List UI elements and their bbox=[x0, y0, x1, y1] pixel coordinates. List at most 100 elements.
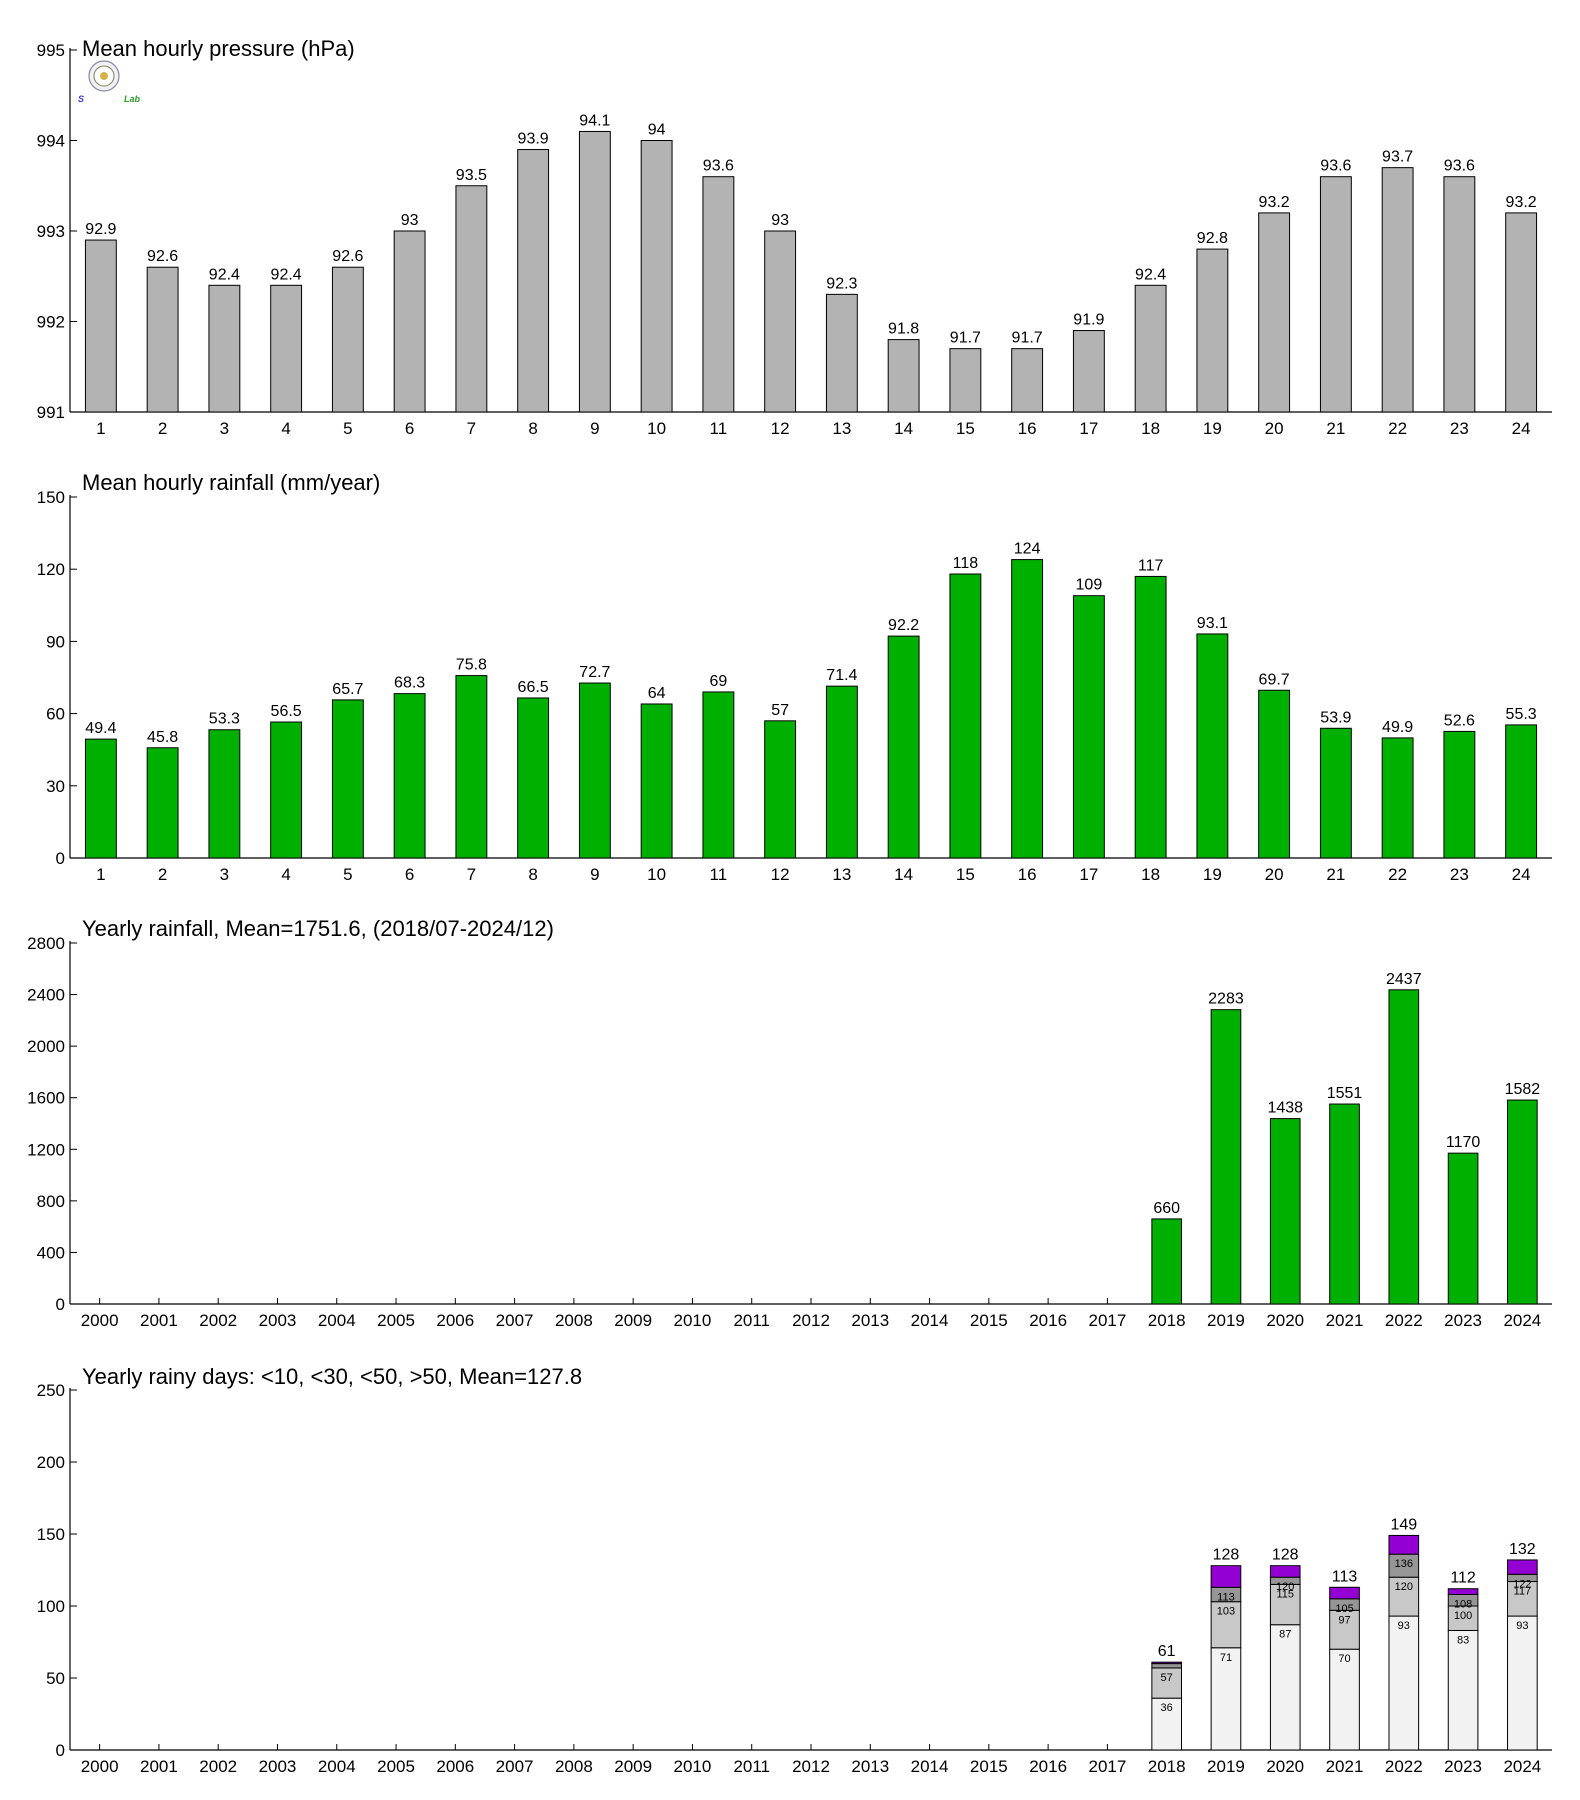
bar-value-label: 92.4 bbox=[1135, 266, 1166, 283]
chart-title: Yearly rainfall, Mean=1751.6, (2018/07-2… bbox=[82, 916, 554, 941]
bar-value-label: 94.1 bbox=[579, 112, 610, 129]
x-tick-label: 17 bbox=[1079, 419, 1098, 438]
bar-value-label: 93.5 bbox=[456, 167, 487, 184]
x-tick-label: 15 bbox=[956, 419, 975, 438]
bar-value-label: 660 bbox=[1153, 1200, 1180, 1217]
x-tick-label: 19 bbox=[1203, 419, 1222, 438]
x-tick-label: 13 bbox=[832, 419, 851, 438]
bar bbox=[1447, 1152, 1479, 1305]
bar-value-label: 56.5 bbox=[271, 703, 302, 720]
y-tick-label: 200 bbox=[37, 1453, 65, 1472]
bar bbox=[1072, 330, 1105, 413]
bar-value-label: 93.7 bbox=[1382, 149, 1413, 166]
bar-value-label: 92.8 bbox=[1197, 230, 1228, 247]
stack-segment bbox=[1507, 1559, 1538, 1575]
bar bbox=[1196, 248, 1229, 413]
bar bbox=[764, 720, 797, 859]
x-tick-label: 4 bbox=[281, 865, 290, 884]
bar-value-label: 92.4 bbox=[209, 266, 240, 283]
x-tick-label: 2001 bbox=[140, 1757, 178, 1776]
bar bbox=[455, 185, 488, 413]
svg-text:S: S bbox=[78, 94, 84, 104]
bar-value-label: 93.6 bbox=[1444, 158, 1475, 175]
bar bbox=[1196, 633, 1229, 859]
x-tick-label: 2003 bbox=[259, 1311, 297, 1330]
bar-value-label: 93.6 bbox=[1320, 158, 1351, 175]
y-tick-label: 30 bbox=[46, 777, 65, 796]
bar-value-label: 69.7 bbox=[1259, 671, 1290, 688]
y-tick-label: 50 bbox=[46, 1669, 65, 1688]
bar bbox=[146, 747, 179, 859]
x-tick-label: 2005 bbox=[377, 1757, 415, 1776]
bar-value-label: 1582 bbox=[1505, 1081, 1541, 1098]
stack-segment bbox=[1447, 1629, 1479, 1751]
stack-segment bbox=[1151, 1663, 1182, 1669]
bar bbox=[270, 721, 303, 859]
x-tick-label: 2020 bbox=[1266, 1757, 1304, 1776]
bar-value-label: 92.6 bbox=[332, 248, 363, 265]
bar-value-label: 118 bbox=[953, 555, 979, 572]
segment-value-label: 120 bbox=[1276, 1581, 1294, 1593]
x-tick-label: 5 bbox=[343, 419, 352, 438]
x-tick-label: 2007 bbox=[496, 1311, 534, 1330]
x-tick-label: 2021 bbox=[1326, 1311, 1364, 1330]
x-tick-label: 2010 bbox=[674, 1757, 712, 1776]
segment-value-label: 100 bbox=[1454, 1610, 1472, 1622]
bar bbox=[1151, 1218, 1182, 1305]
bar bbox=[1269, 1118, 1301, 1305]
x-tick-label: 2012 bbox=[792, 1311, 830, 1330]
bar-value-label: 91.7 bbox=[950, 330, 981, 347]
bar bbox=[1319, 727, 1352, 859]
bar-value-label: 53.9 bbox=[1320, 709, 1351, 726]
x-tick-label: 2000 bbox=[81, 1311, 119, 1330]
x-tick-label: 3 bbox=[220, 419, 229, 438]
x-tick-label: 2019 bbox=[1207, 1311, 1245, 1330]
x-tick-label: 9 bbox=[590, 865, 599, 884]
bar bbox=[887, 339, 920, 413]
y-tick-label: 60 bbox=[46, 705, 65, 724]
y-tick-label: 0 bbox=[56, 1741, 65, 1760]
bar-value-label: 92.9 bbox=[85, 221, 116, 238]
yearly-rainy-days-chart: Yearly rainy days: <10, <30, <50, >50, M… bbox=[37, 1364, 1552, 1776]
bar-value-label: 91.8 bbox=[888, 321, 919, 338]
x-tick-label: 12 bbox=[771, 865, 790, 884]
x-tick-label: 2 bbox=[158, 419, 167, 438]
x-tick-label: 2006 bbox=[436, 1311, 474, 1330]
bar bbox=[825, 685, 858, 859]
segment-value-label: 70 bbox=[1338, 1653, 1350, 1665]
bar bbox=[1443, 176, 1476, 413]
bar bbox=[887, 635, 920, 859]
x-tick-label: 14 bbox=[894, 865, 913, 884]
x-tick-label: 1 bbox=[96, 865, 105, 884]
bar-total-label: 128 bbox=[1272, 1547, 1299, 1564]
x-tick-label: 2017 bbox=[1088, 1311, 1126, 1330]
y-tick-label: 150 bbox=[37, 488, 65, 507]
bar bbox=[1507, 1099, 1538, 1305]
x-tick-label: 8 bbox=[528, 419, 537, 438]
x-tick-label: 22 bbox=[1388, 865, 1407, 884]
bar bbox=[517, 149, 550, 413]
y-tick-label: 1200 bbox=[27, 1140, 65, 1159]
x-tick-label: 22 bbox=[1388, 419, 1407, 438]
bar bbox=[1505, 212, 1538, 413]
x-tick-label: 10 bbox=[647, 865, 666, 884]
x-tick-label: 2021 bbox=[1326, 1757, 1364, 1776]
x-tick-label: 2009 bbox=[614, 1311, 652, 1330]
segment-value-label: 57 bbox=[1161, 1672, 1173, 1684]
x-tick-label: 2009 bbox=[614, 1757, 652, 1776]
segment-value-label: 71 bbox=[1220, 1652, 1232, 1664]
x-tick-label: 3 bbox=[220, 865, 229, 884]
bar-value-label: 55.3 bbox=[1506, 706, 1537, 723]
segment-value-label: 113 bbox=[1217, 1591, 1235, 1603]
segment-value-label: 83 bbox=[1457, 1634, 1469, 1646]
bar-value-label: 75.8 bbox=[456, 657, 487, 674]
bar-value-label: 71.4 bbox=[826, 667, 857, 684]
x-tick-label: 2016 bbox=[1029, 1311, 1067, 1330]
stack-segment bbox=[1269, 1624, 1301, 1751]
bar-value-label: 72.7 bbox=[579, 664, 610, 681]
bar-value-label: 93.9 bbox=[518, 131, 549, 148]
bar-value-label: 49.9 bbox=[1382, 719, 1413, 736]
bar-total-label: 113 bbox=[1332, 1568, 1358, 1585]
segment-value-label: 103 bbox=[1217, 1606, 1235, 1618]
